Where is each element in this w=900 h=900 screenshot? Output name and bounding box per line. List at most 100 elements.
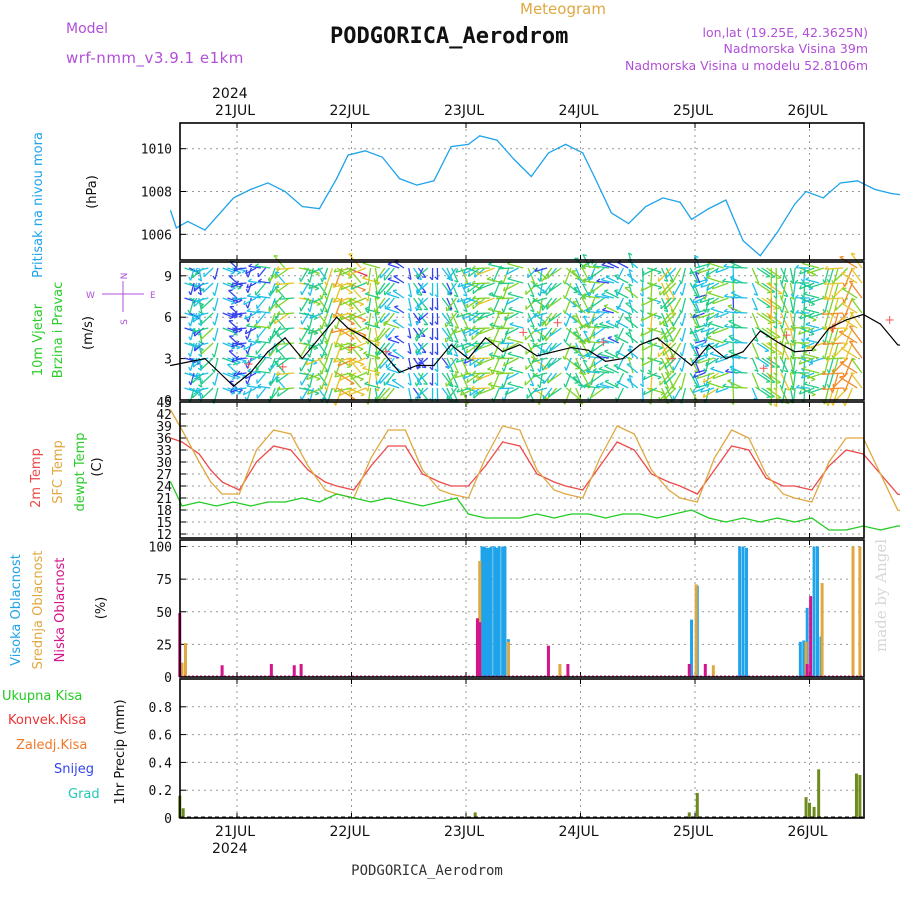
wind-barb — [307, 269, 311, 275]
wind-barb — [734, 339, 739, 343]
wind-barb — [803, 383, 820, 389]
bar-4-0 — [738, 546, 742, 677]
wind-barb — [447, 282, 457, 295]
wind-barb — [319, 369, 323, 375]
wind-barb — [367, 312, 372, 330]
wind-barb — [373, 278, 376, 283]
wind-barb — [201, 297, 214, 310]
wind-barb — [706, 286, 709, 291]
wind-barb — [751, 357, 759, 372]
wind-barb — [451, 372, 459, 388]
wind-barb — [670, 370, 675, 374]
wind-barb — [233, 387, 247, 391]
data-point — [565, 485, 567, 487]
wind-barb — [383, 322, 400, 329]
wind-barb — [596, 278, 601, 282]
data-point — [622, 513, 624, 515]
wind-barb — [723, 293, 728, 297]
wind-barb — [421, 366, 427, 369]
data-point — [381, 351, 384, 353]
wind-barb — [319, 339, 323, 344]
data-point — [713, 457, 716, 459]
wind-barb — [588, 342, 596, 357]
wind-barb — [525, 357, 539, 371]
wind-barb — [727, 379, 732, 382]
data-point — [582, 152, 584, 154]
wind-barb — [237, 392, 242, 395]
wind-barb — [496, 357, 514, 360]
data-point — [633, 433, 635, 435]
wind-barb — [325, 368, 329, 373]
wind-barb — [243, 297, 257, 306]
wind-barb — [706, 276, 724, 284]
wind-barb — [534, 267, 548, 273]
wind-barb — [434, 368, 439, 373]
wind-barb — [792, 339, 797, 344]
data-point — [639, 344, 641, 346]
wind-barb — [754, 339, 759, 342]
y-tick-label: 30 — [156, 456, 172, 471]
wind-barb — [299, 277, 302, 282]
wind-barb — [548, 387, 562, 398]
wind-barb — [841, 302, 858, 314]
wind-barb — [647, 267, 662, 273]
wind-barb — [790, 342, 795, 347]
bar-4-0 — [741, 546, 745, 677]
data-point — [536, 473, 538, 475]
wind-barb — [761, 327, 777, 339]
bar-4-1 — [506, 641, 510, 677]
bar-5-0 — [695, 792, 699, 818]
wind-barb — [680, 372, 687, 390]
wind-barb — [692, 388, 696, 394]
wind-barb — [461, 345, 465, 350]
wind-barb — [841, 272, 858, 284]
wind-barb — [324, 355, 328, 360]
wind-barb — [276, 311, 281, 315]
wind-barb — [392, 378, 397, 381]
lonlat-label: lon,lat (19.25E, 42.3625N) — [703, 25, 868, 40]
wind-barb — [339, 271, 343, 276]
wind-barb — [211, 368, 215, 373]
wind-barb — [547, 372, 562, 384]
wind-barb — [334, 343, 338, 348]
data-point — [467, 497, 469, 499]
wind-barb — [756, 312, 773, 324]
wind-barb — [317, 327, 329, 343]
wind-barb — [504, 390, 508, 396]
wind-barb — [303, 387, 320, 394]
wind-barb — [577, 293, 582, 296]
precip-unit: 1hr Precip (mm) — [113, 699, 128, 804]
wind-barb — [658, 387, 672, 402]
wind-barb — [662, 342, 677, 357]
wind-barb — [703, 337, 707, 342]
wind-barb — [429, 351, 433, 356]
wind-barb — [700, 343, 704, 348]
wind-barb — [672, 312, 682, 327]
wind-barb — [681, 327, 687, 342]
data-point — [456, 497, 458, 499]
wind-barb — [529, 369, 535, 372]
wind-barb — [851, 252, 856, 255]
wind-barb — [276, 362, 279, 368]
wind-barb — [423, 308, 428, 311]
wind-barb — [766, 342, 783, 355]
wind-barb — [689, 312, 699, 328]
wind-barb — [340, 315, 344, 321]
data-point — [181, 505, 183, 507]
wind-barb — [472, 282, 486, 295]
wind-barb — [842, 298, 845, 303]
wind-barb — [730, 384, 735, 388]
wind-barb — [798, 330, 802, 335]
cloud-unit: (%) — [94, 597, 109, 620]
data-point — [267, 501, 269, 503]
wind-barb — [810, 358, 814, 363]
wind-barb — [582, 277, 587, 282]
wind-barb — [434, 294, 439, 298]
wind-barb — [386, 357, 395, 369]
data-point — [696, 493, 698, 495]
wind-barb — [451, 327, 459, 343]
data-point — [353, 489, 355, 491]
wind-barb — [490, 355, 494, 360]
data-point — [897, 344, 899, 346]
wind-barb — [233, 297, 247, 301]
